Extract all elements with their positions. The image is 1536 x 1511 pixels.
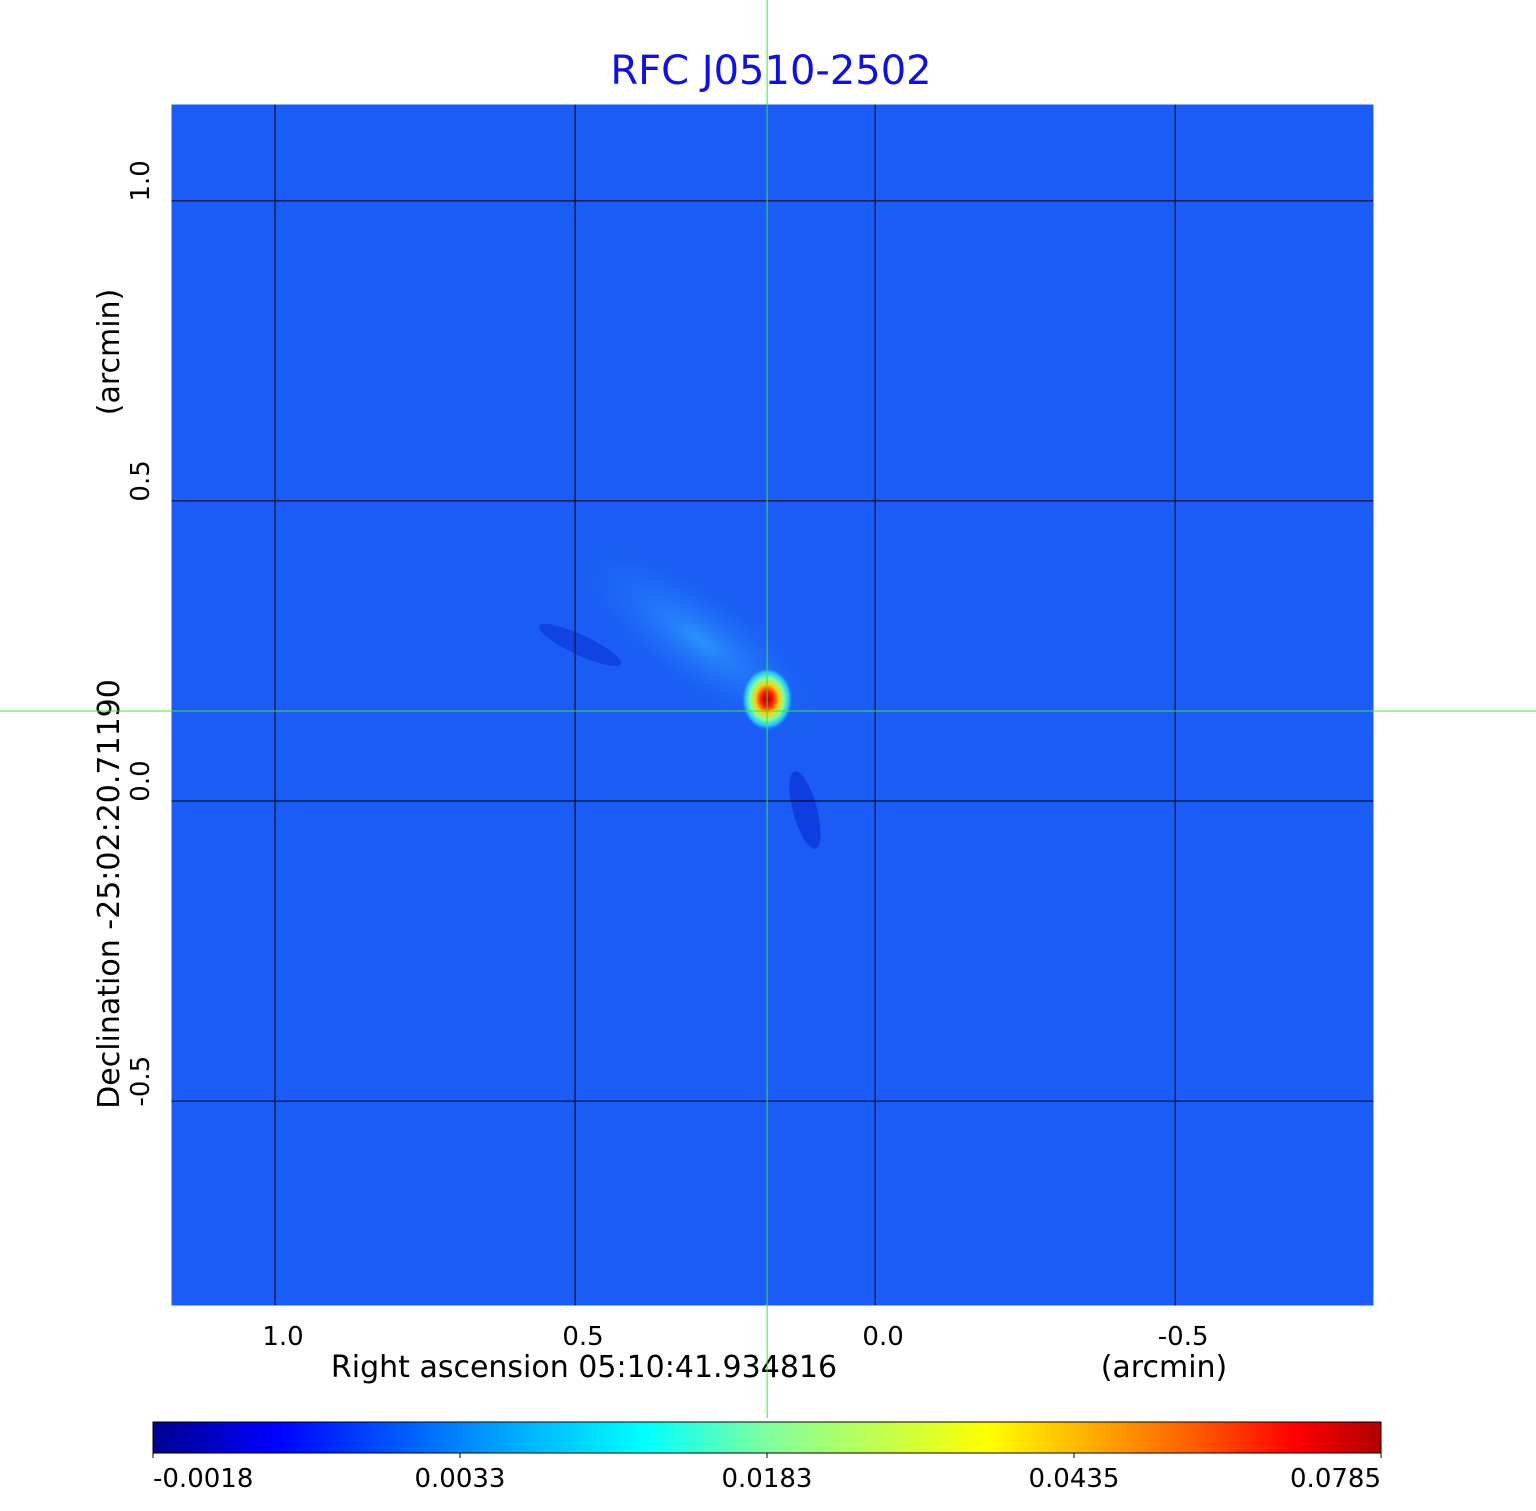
x-tick-label: 0.0	[862, 1322, 903, 1352]
negative-sidelobe	[789, 771, 821, 849]
chart-title: RFC J0510-2502	[610, 48, 931, 94]
y-tick-label: 1.0	[126, 160, 156, 201]
x-tick-label: -0.5	[1158, 1322, 1209, 1352]
plot-frame	[168, 101, 1377, 1309]
image-plot-area	[170, 103, 1375, 1307]
negative-sidelobe	[538, 623, 622, 667]
colorbar-tick-label: 0.0785	[1290, 1464, 1381, 1494]
x-tick-label: 1.0	[262, 1322, 303, 1352]
y-tick-label: 0.0	[126, 760, 156, 801]
y-axis-label: Declination -25:02:20.71190	[92, 679, 127, 1109]
x-axis-unit: (arcmin)	[1101, 1350, 1228, 1385]
colorbar-tick-label: 0.0435	[1029, 1464, 1120, 1494]
x-tick-label: 0.5	[562, 1322, 603, 1352]
colorbar-tick-label: 0.0183	[722, 1464, 813, 1494]
colorbar	[152, 1421, 1382, 1454]
colorbar-tick-label: -0.0018	[153, 1464, 253, 1494]
y-tick-label: -0.5	[126, 1056, 156, 1107]
x-axis-label: Right ascension 05:10:41.934816	[331, 1350, 837, 1385]
colorbar-tick-label: 0.0033	[415, 1464, 506, 1494]
y-axis-unit: (arcmin)	[92, 289, 127, 416]
y-tick-label: 0.5	[126, 460, 156, 501]
